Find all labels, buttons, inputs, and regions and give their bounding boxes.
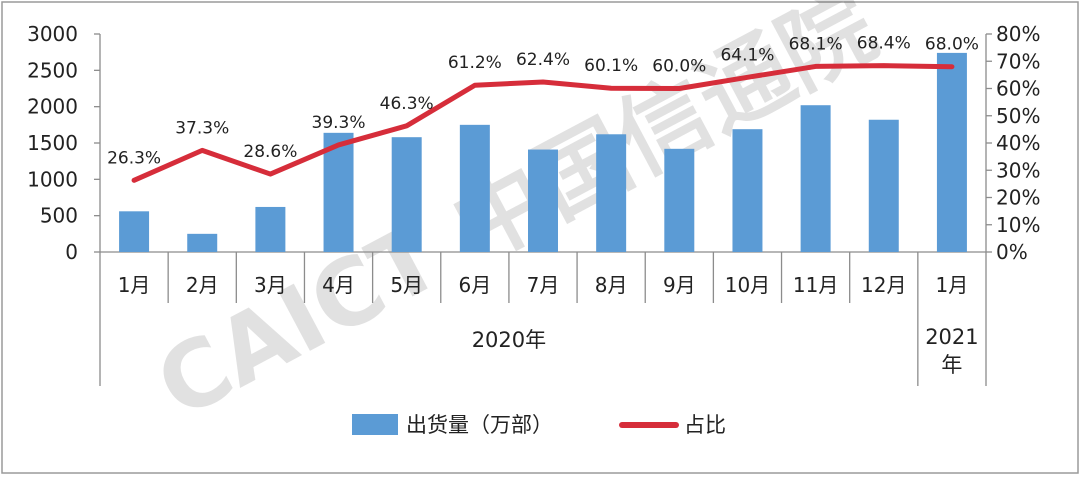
bar-shipments [119, 211, 150, 252]
y-right-tick-label: 20% [996, 186, 1040, 210]
bar-shipments [664, 148, 695, 252]
share-data-label: 64.1% [720, 45, 774, 65]
x-tick-label: 8月 [595, 273, 628, 297]
bar-shipments [459, 124, 490, 252]
x-tick-label: 11月 [793, 273, 838, 297]
bar-shipments [596, 134, 627, 252]
share-data-label: 68.0% [925, 35, 979, 55]
share-data-label: 68.1% [789, 34, 843, 54]
share-data-label: 28.6% [243, 142, 297, 162]
share-data-label: 37.3% [175, 118, 229, 138]
y-right-tick-label: 40% [996, 131, 1040, 155]
bar-shipments [732, 129, 763, 252]
x-tick-label: 5月 [390, 273, 423, 297]
category-labels: 1月 2月 3月 4月 5月 6月 7月 8月 9月 10月 11月 12月 1月 2020年 2021 年 [118, 273, 979, 377]
x-tick-label: 9月 [663, 273, 696, 297]
bars [119, 52, 967, 252]
y-right-tick-label: 0% [996, 240, 1028, 264]
x-tick-label: 1月 [936, 273, 969, 297]
share-data-label: 68.4% [857, 34, 911, 54]
x-tick-label: 7月 [527, 273, 560, 297]
data-labels: 26.3% 37.3% 28.6% 39.3% 46.3% 61.2% 62.4% 60.1%… [107, 34, 979, 169]
x-group-label: 2021 年 [925, 325, 978, 377]
share-data-label: 39.3% [312, 113, 366, 133]
share-data-label: 60.0% [652, 57, 706, 77]
bar-shipments [255, 206, 286, 252]
x-tick-label: 1月 [118, 273, 151, 297]
y-right-tick-label: 10% [996, 213, 1040, 237]
axes: 0 500 1000 1500 2000 2500 3000 0% 10% 20% 30% 40% 50… [27, 22, 1040, 386]
y-left-tick-label: 2500 [27, 58, 78, 82]
y-left-tick-label: 500 [40, 204, 78, 228]
bar-shipments [868, 119, 899, 252]
share-data-label: 26.3% [107, 148, 161, 168]
x-tick-label: 3月 [254, 273, 287, 297]
y-right-tick-label: 70% [996, 49, 1040, 73]
x-tick-label: 12月 [861, 273, 906, 297]
share-data-label: 62.4% [516, 50, 570, 70]
x-tick-label: 4月 [322, 273, 355, 297]
bar-shipments [800, 105, 831, 252]
share-data-label: 46.3% [380, 94, 434, 114]
y-left-tick-label: 2000 [27, 95, 78, 119]
legend-label-shipments: 出货量（万部） [406, 413, 553, 437]
bar-shipments [391, 137, 422, 252]
bar-shipments [187, 233, 218, 252]
bar-shipments [936, 52, 967, 252]
y-right-tick-label: 30% [996, 158, 1040, 182]
x-tick-label: 2月 [186, 273, 219, 297]
y-left-tick-label: 1500 [27, 131, 78, 155]
y-right-tick-label: 80% [996, 22, 1040, 46]
y-right-tick-label: 60% [996, 77, 1040, 101]
y-left-tick-label: 3000 [27, 22, 78, 46]
legend: 出货量（万部） 占比 [352, 413, 726, 437]
y-left-tick-label: 0 [65, 240, 78, 264]
y-right-tick-label: 50% [996, 104, 1040, 128]
legend-swatch-shipments [352, 414, 398, 435]
share-line [131, 63, 955, 183]
share-data-label: 61.2% [448, 53, 502, 73]
line-share-series [131, 63, 955, 183]
share-data-label: 60.1% [584, 56, 638, 76]
bar-shipments [528, 149, 558, 252]
bar-shipments [323, 132, 354, 252]
legend-label-share: 占比 [684, 413, 726, 437]
x-tick-label: 10月 [725, 273, 770, 297]
x-group-label: 2020年 [472, 328, 546, 352]
y-left-tick-label: 1000 [27, 167, 78, 191]
x-tick-label: 6月 [458, 273, 491, 297]
